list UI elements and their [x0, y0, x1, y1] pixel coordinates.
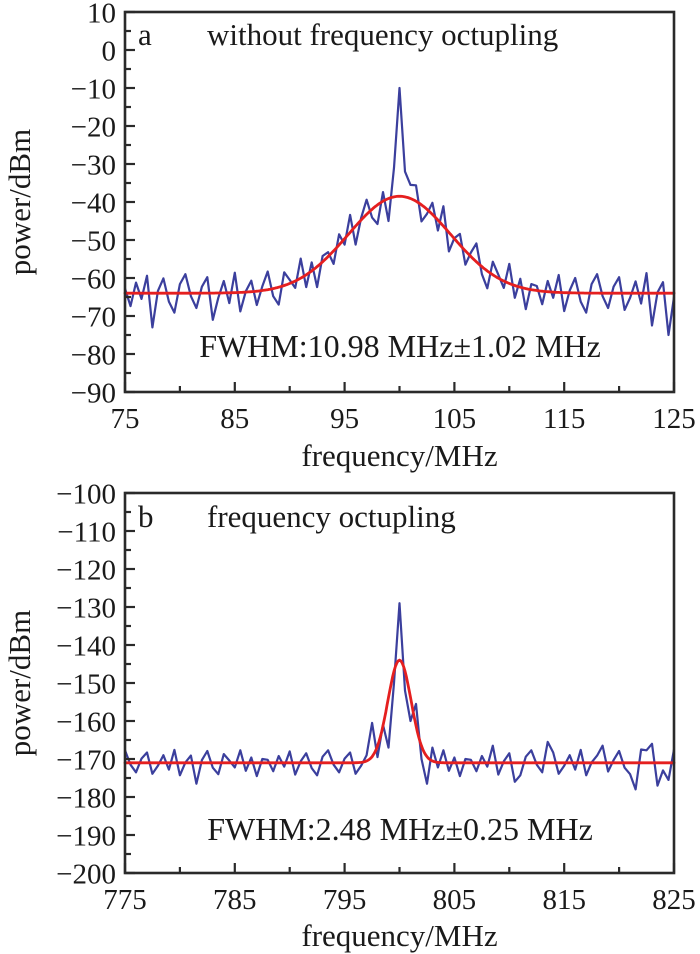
spectrum-panel-b: −100 −110 −120 −130 −140 −150 −160 −170 −180 −190… [2, 478, 696, 953]
y-axis-label: power/dBm [2, 610, 37, 756]
y-tick-label: −50 [71, 225, 116, 257]
y-tick-label: −20 [71, 111, 116, 143]
y-tick-label: −200 [56, 858, 116, 890]
x-tick-label: 95 [330, 403, 359, 435]
x-tick-label: 805 [433, 884, 477, 916]
y-tick-label: −150 [56, 668, 116, 700]
x-tick-label: 785 [213, 884, 257, 916]
x-axis-label: frequency/MHz [301, 438, 497, 473]
x-tick-label: 75 [111, 403, 140, 435]
y-tick-label: −170 [56, 744, 116, 776]
y-tick-label: −120 [56, 554, 116, 586]
y-tick-label: −80 [71, 339, 116, 371]
y-tick-label: −140 [56, 630, 116, 662]
panel-title: frequency octupling [207, 499, 456, 534]
panel-letter: a [138, 17, 152, 52]
y-tick-label: −180 [56, 782, 116, 814]
measured-trace [123, 86, 676, 337]
x-tick-label: 825 [652, 884, 696, 916]
x-tick-label: 795 [323, 884, 367, 916]
y-tick-label: −100 [56, 478, 116, 510]
y-tick-label: −90 [71, 377, 116, 409]
y-axis-label: power/dBm [2, 129, 37, 275]
x-tick-label: 115 [543, 403, 585, 435]
y-tick-label: −70 [71, 301, 116, 333]
measured-trace [123, 602, 676, 791]
x-tick-label: 85 [220, 403, 249, 435]
y-tick-label: −160 [56, 706, 116, 738]
y-tick-label: −190 [56, 820, 116, 852]
fwhm-annotation: FWHM:2.48 MHz±0.25 MHz [207, 811, 593, 847]
fit-curve [123, 194, 676, 295]
panel-title: without frequency octupling [207, 17, 558, 52]
x-tick-label: 775 [103, 884, 147, 916]
y-tick-label: −60 [71, 263, 116, 295]
y-tick-label: −10 [71, 73, 116, 105]
y-tick-label: −130 [56, 592, 116, 624]
fwhm-annotation: FWHM:10.98 MHz±1.02 MHz [199, 328, 601, 364]
panel-letter: b [138, 499, 154, 534]
y-tick-label: −40 [71, 187, 116, 219]
x-tick-label: 105 [433, 403, 477, 435]
fit-curve [123, 658, 676, 765]
x-tick-label: 125 [652, 403, 696, 435]
x-axis-label: frequency/MHz [301, 918, 497, 953]
y-tick-label: −30 [71, 149, 116, 181]
y-tick-label: −110 [57, 516, 116, 548]
y-tick-label: 0 [102, 35, 117, 67]
y-tick-label: 10 [87, 0, 116, 29]
x-tick-label: 815 [542, 884, 586, 916]
